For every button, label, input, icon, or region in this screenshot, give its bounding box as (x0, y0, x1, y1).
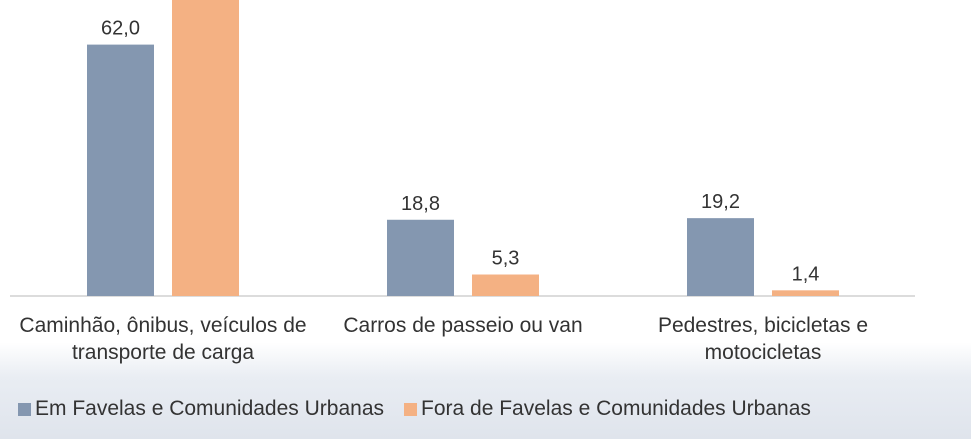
legend-item: Em Favelas e Comunidades Urbanas (18, 397, 384, 421)
x-tick-label: Pedestres, bicicletas e motocicletas (657, 314, 869, 364)
value-label: 5,3 (492, 248, 520, 270)
bar (472, 274, 539, 296)
legend: Em Favelas e Comunidades Urbanas Fora de … (18, 397, 831, 421)
value-label: 62,0 (101, 18, 140, 40)
bar (387, 219, 454, 296)
legend-label: Em Favelas e Comunidades Urbanas (35, 397, 385, 420)
bars (87, 0, 839, 296)
x-tick-label: Carros de passeio ou van (343, 314, 583, 337)
legend-swatch (404, 402, 418, 416)
legend-label: Fora de Favelas e Comunidades Urbanas (421, 397, 811, 420)
value-label: 18,8 (401, 193, 440, 215)
bar (687, 218, 754, 296)
bar (87, 44, 154, 296)
value-label: 19,2 (701, 191, 740, 213)
bar (172, 0, 239, 296)
x-tick-label: Caminhão, ônibus, veículos de transporte… (19, 314, 307, 364)
bar (772, 290, 839, 296)
legend-swatch (18, 402, 31, 416)
value-label: 1,4 (792, 263, 820, 285)
legend-item: Fora de Favelas e Comunidades Urbanas (404, 397, 811, 421)
